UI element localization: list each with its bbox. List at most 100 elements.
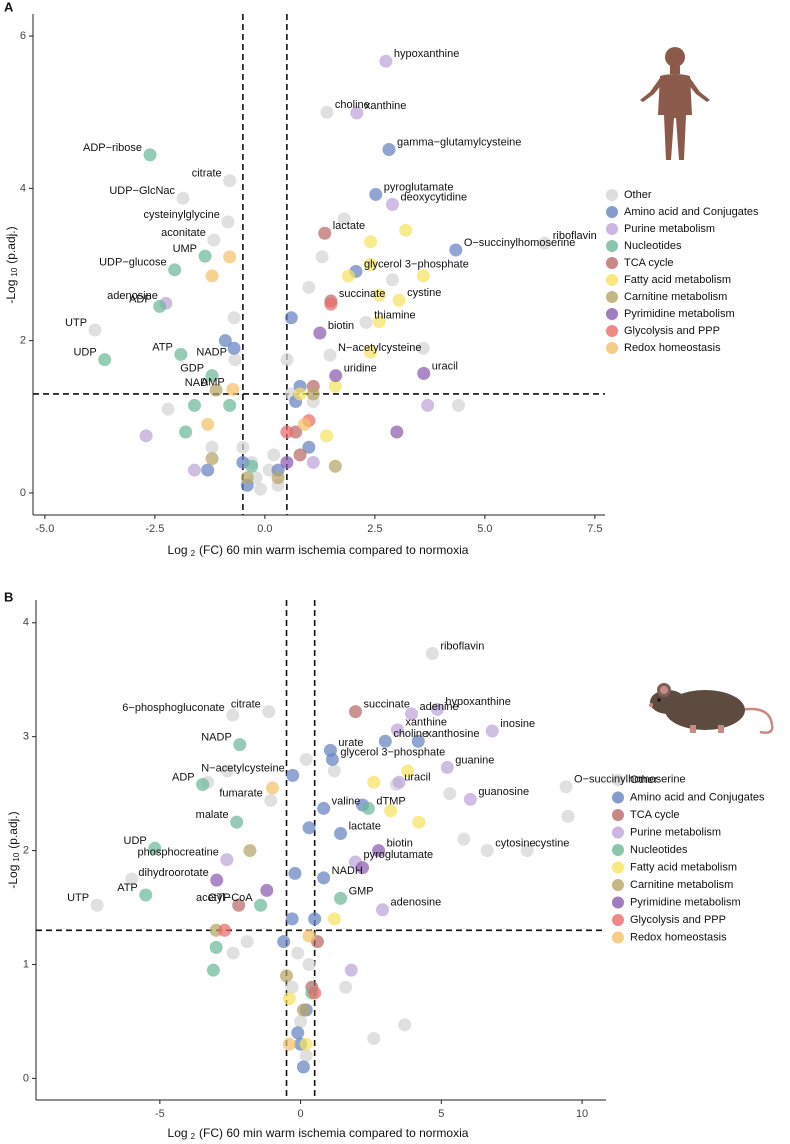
data-point — [306, 387, 320, 401]
data-point — [324, 297, 338, 311]
data-point — [227, 311, 241, 325]
point-label: citrate — [192, 168, 222, 180]
legend-swatch — [606, 274, 618, 286]
data-point — [218, 334, 232, 348]
data-point — [220, 853, 234, 867]
point-label: UTP — [65, 317, 87, 329]
point-label: valine — [332, 795, 361, 807]
human-icon — [640, 47, 710, 160]
point-label: riboflavin — [553, 230, 597, 242]
point-label: biotin — [387, 837, 413, 849]
point-label: pyroglutamate — [384, 181, 454, 193]
x-tick-label: 2.5 — [367, 523, 382, 535]
point-label: ATP — [152, 341, 173, 353]
data-point — [318, 226, 332, 240]
point-label: biotin — [328, 320, 354, 332]
data-point — [205, 369, 219, 383]
data-point — [223, 174, 237, 188]
data-point — [392, 775, 406, 789]
point-label: gamma−glutamylcysteine — [397, 136, 521, 148]
x-axis-title-part: 2 — [191, 549, 196, 558]
data-point — [485, 724, 499, 738]
point-label: succinate — [363, 699, 409, 711]
data-point — [228, 353, 242, 367]
point-label: UDP−GlcNac — [109, 185, 175, 197]
data-point — [221, 215, 235, 229]
legend-label: Carnitine metabolism — [630, 879, 733, 891]
point-label: 6−phosphogluconate — [122, 702, 224, 714]
y-axis-title: -Log 10 (p.adj.) — [4, 226, 19, 303]
data-point — [320, 105, 334, 119]
data-point — [280, 455, 294, 469]
x-tick-label: 10 — [576, 1108, 588, 1120]
data-point — [168, 263, 182, 277]
x-tick-label: 5 — [438, 1108, 444, 1120]
point-label: succinate — [339, 288, 385, 300]
point-label: hypoxanthine — [394, 48, 459, 60]
data-point — [315, 250, 329, 264]
data-point — [363, 345, 377, 359]
legend-label: Other — [624, 189, 652, 201]
x-tick-label: -2.5 — [145, 523, 164, 535]
data-point — [561, 809, 575, 823]
data-point — [179, 425, 193, 439]
y-axis-title-part: (p.adj.) — [4, 226, 18, 263]
data-point — [226, 708, 240, 722]
point-labels: riboflavin citrate 6−phosphogluconate O−suc… — [67, 640, 686, 908]
data-point — [280, 425, 294, 439]
data-point — [390, 723, 404, 737]
data-point — [282, 992, 296, 1006]
legend-label: Fatty acid metabolism — [624, 274, 731, 286]
data-point — [264, 793, 278, 807]
data-point — [187, 398, 201, 412]
legend-label: Glycolysis and PPP — [630, 914, 726, 926]
y-axis-title-part: 10 — [12, 852, 21, 861]
data-point — [205, 269, 219, 283]
data-point — [240, 471, 254, 485]
point-label: thiamine — [374, 309, 416, 321]
legend-swatch — [612, 896, 624, 909]
legend-swatch — [612, 931, 624, 944]
data-point — [323, 348, 337, 362]
legend-swatch — [612, 826, 624, 839]
data-point — [260, 883, 274, 897]
data-point — [313, 326, 327, 340]
point-label: aconitate — [161, 227, 206, 239]
panel-letter: A — [4, 0, 14, 14]
data-point — [254, 898, 268, 912]
x-axis-title-part: (FC) 60 min warm ischemia compared to no… — [199, 543, 469, 557]
point-label: lactate — [333, 220, 365, 232]
data-point — [218, 923, 232, 937]
data-point — [425, 647, 439, 661]
y-axis-title-part: -Log — [6, 865, 20, 889]
point-label: glycerol 3−phosphate — [364, 258, 469, 270]
data-point — [293, 387, 307, 401]
data-point — [325, 752, 339, 766]
data-point — [98, 353, 112, 367]
point-label: UTP — [67, 892, 89, 904]
legend-swatch — [606, 342, 618, 354]
point-label: O−succinylhomoserine — [574, 774, 686, 786]
mouse-icon — [649, 683, 774, 734]
point-label: guanosine — [478, 786, 529, 798]
data-point — [416, 341, 430, 355]
data-point — [372, 315, 386, 329]
legend-swatch — [612, 914, 624, 926]
data-point — [223, 398, 237, 412]
point-label: malate — [196, 809, 229, 821]
data-point — [302, 821, 316, 835]
legend-label: Carnitine metabolism — [624, 291, 727, 303]
point-label: acetyl−CoA — [196, 892, 253, 904]
data-point — [220, 764, 234, 778]
data-point — [384, 804, 398, 818]
data-point — [205, 440, 219, 454]
point-label: inosine — [500, 718, 535, 730]
data-point — [302, 280, 316, 294]
x-tick-label: -5 — [155, 1108, 165, 1120]
point-label: GDP — [180, 363, 204, 375]
point-label: urate — [338, 737, 363, 749]
legend-label: Pyrimidine metabolism — [624, 308, 735, 320]
data-point — [161, 402, 175, 416]
legend-swatch — [606, 291, 618, 303]
legend-swatch — [612, 844, 624, 856]
